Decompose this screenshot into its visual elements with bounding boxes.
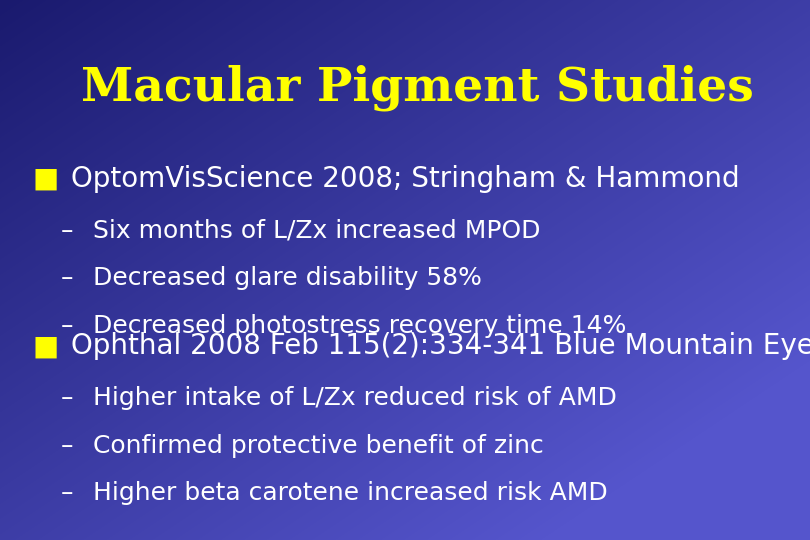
Text: –: –: [61, 434, 73, 457]
Text: Six months of L/Zx increased MPOD: Six months of L/Zx increased MPOD: [93, 219, 540, 242]
Text: ■: ■: [32, 332, 58, 360]
Text: Decreased photostress recovery time 14%: Decreased photostress recovery time 14%: [93, 314, 626, 338]
Text: –: –: [61, 266, 73, 290]
Text: –: –: [61, 386, 73, 410]
Text: ■: ■: [32, 165, 58, 193]
Text: Decreased glare disability 58%: Decreased glare disability 58%: [93, 266, 482, 290]
Text: Higher intake of L/Zx reduced risk of AMD: Higher intake of L/Zx reduced risk of AM…: [93, 386, 617, 410]
Text: –: –: [61, 314, 73, 338]
Text: Macular Pigment Studies: Macular Pigment Studies: [81, 65, 754, 111]
Text: –: –: [61, 481, 73, 505]
Text: OptomVisScience 2008; Stringham & Hammond: OptomVisScience 2008; Stringham & Hammon…: [71, 165, 740, 193]
Text: –: –: [61, 219, 73, 242]
Text: Higher beta carotene increased risk AMD: Higher beta carotene increased risk AMD: [93, 481, 608, 505]
Text: Ophthal 2008 Feb 115(2):334-341 Blue Mountain Eye: Ophthal 2008 Feb 115(2):334-341 Blue Mou…: [71, 332, 810, 360]
Text: Confirmed protective benefit of zinc: Confirmed protective benefit of zinc: [93, 434, 544, 457]
